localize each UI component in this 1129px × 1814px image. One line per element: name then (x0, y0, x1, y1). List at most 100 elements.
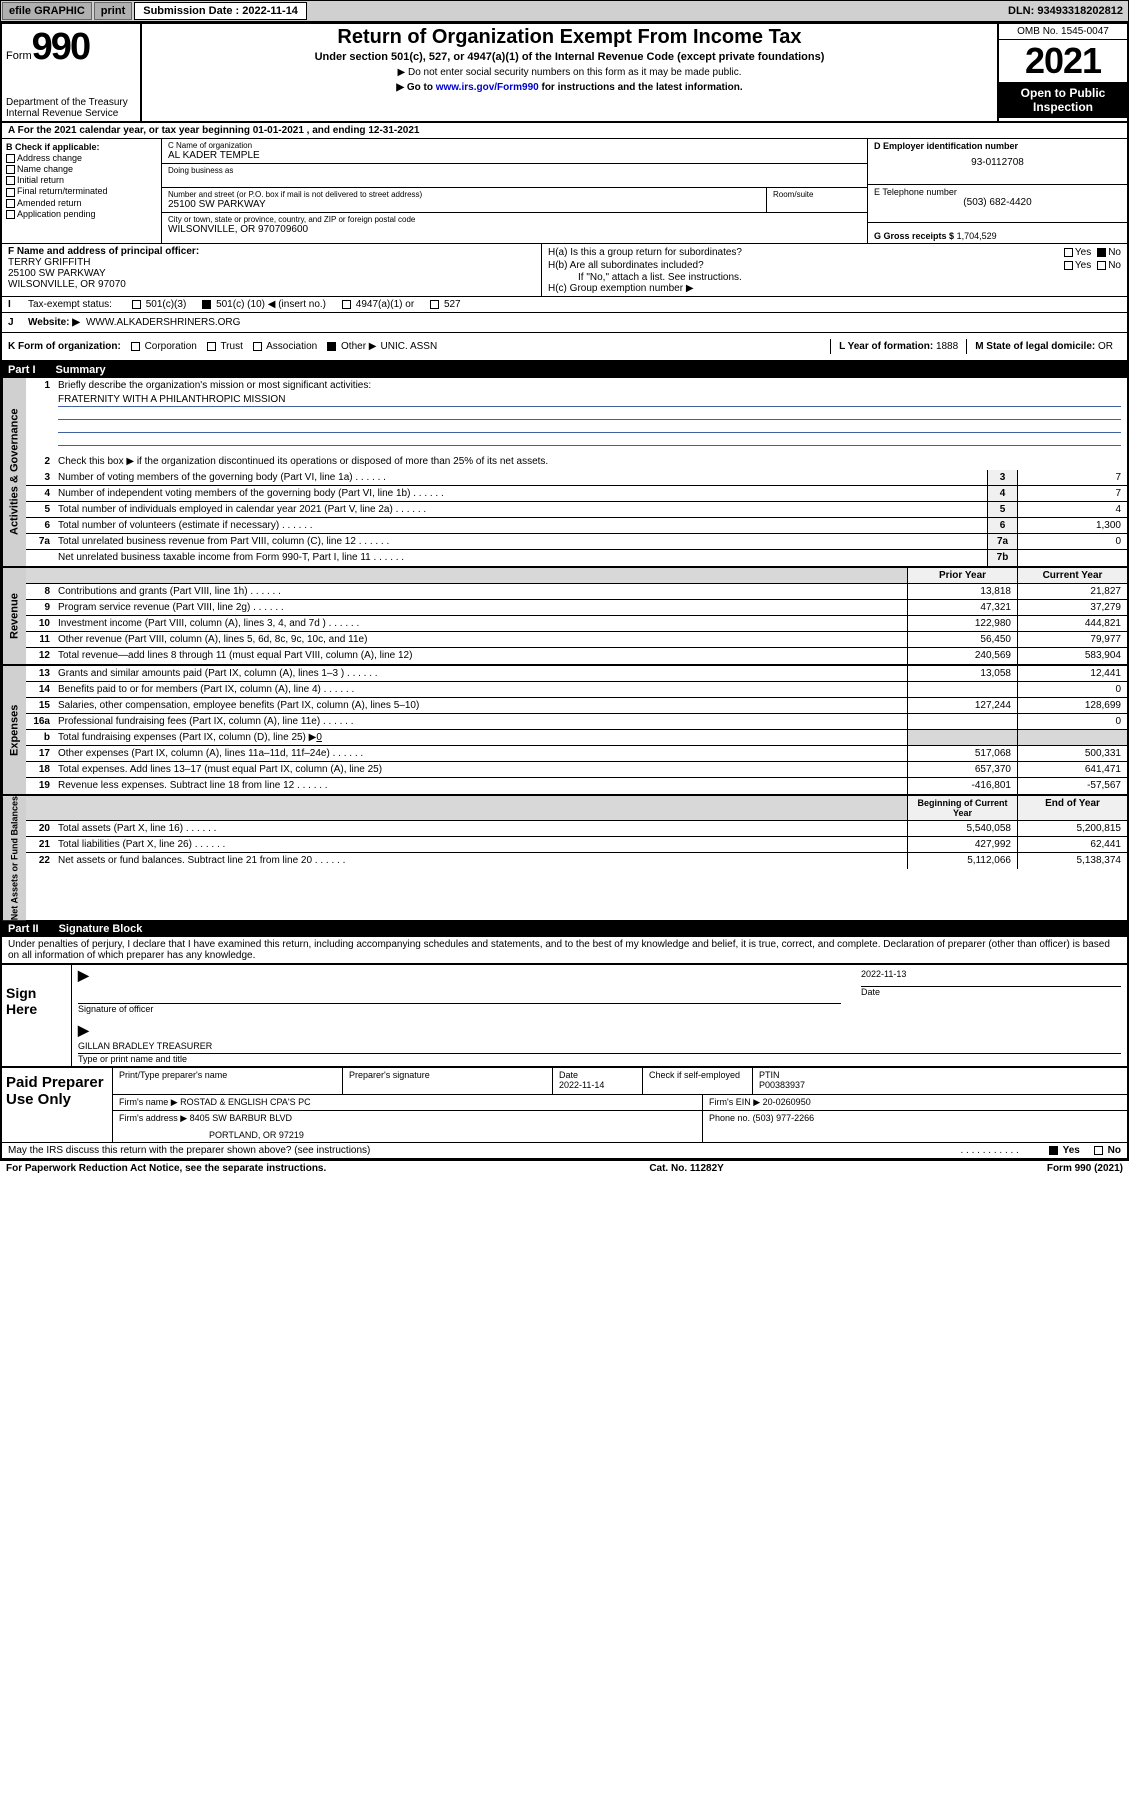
efile-button[interactable]: efile GRAPHIC (2, 2, 92, 20)
chk-501c[interactable]: 501(c) (10) ◀ (insert no.) (202, 299, 326, 310)
org-other: UNIC. ASSN (381, 341, 438, 352)
row-k: K Form of organization: Corporation Trus… (2, 333, 1127, 362)
val6: 1,300 (1017, 518, 1127, 533)
officer-typed-name: GILLAN BRADLEY TREASURER (78, 1039, 1121, 1054)
line7a: Total unrelated business revenue from Pa… (54, 534, 987, 549)
prep-sig-label: Preparer's signature (349, 1070, 546, 1080)
chk-527[interactable]: 527 (430, 299, 460, 310)
section-de: D Employer identification number 93-0112… (867, 139, 1127, 243)
hb-no[interactable]: No (1097, 260, 1121, 271)
line21: Total liabilities (Part X, line 26) (54, 837, 907, 852)
chk-final-return[interactable]: Final return/terminated (6, 186, 157, 196)
line11: Other revenue (Part VIII, column (A), li… (54, 632, 907, 647)
chk-other[interactable]: Other ▶ (327, 341, 376, 352)
city: WILSONVILLE, OR 970709600 (168, 224, 861, 235)
col-begin: Beginning of Current Year (907, 796, 1017, 820)
chk-name-change[interactable]: Name change (6, 164, 157, 174)
val7a: 0 (1017, 534, 1127, 549)
side-netassets: Net Assets or Fund Balances (2, 796, 26, 920)
firm-addr1: 8405 SW BARBUR BLVD (190, 1113, 292, 1123)
org-name: AL KADER TEMPLE (168, 150, 861, 161)
chk-trust[interactable]: Trust (207, 341, 243, 352)
dln: DLN: 93493318202812 (1008, 5, 1127, 17)
p13: 13,058 (907, 666, 1017, 681)
instr-2: ▶ Go to www.irs.gov/Form990 for instruct… (148, 82, 991, 93)
phone: (503) 682-4420 (874, 197, 1121, 208)
ein-label: D Employer identification number (874, 141, 1018, 151)
sig-officer-label: Signature of officer (78, 1004, 841, 1014)
c18: 641,471 (1017, 762, 1127, 777)
phone-label: E Telephone number (874, 187, 1121, 197)
chk-initial-return[interactable]: Initial return (6, 175, 157, 185)
part1-expenses: Expenses 13Grants and similar amounts pa… (2, 666, 1127, 796)
line9: Program service revenue (Part VIII, line… (54, 600, 907, 615)
c15: 128,699 (1017, 698, 1127, 713)
sig-declaration: Under penalties of perjury, I declare th… (2, 937, 1127, 963)
section-c: C Name of organization AL KADER TEMPLE D… (162, 139, 867, 243)
prep-name-label: Print/Type preparer's name (119, 1070, 336, 1080)
officer-addr2: WILSONVILLE, OR 97070 (8, 279, 535, 290)
hb-note: If "No," attach a list. See instructions… (548, 272, 1121, 283)
section-f: F Name and address of principal officer:… (2, 244, 542, 296)
line3: Number of voting members of the governin… (54, 470, 987, 485)
part1-netassets: Net Assets or Fund Balances Beginning of… (2, 796, 1127, 921)
c17: 500,331 (1017, 746, 1127, 761)
c19: -57,567 (1017, 778, 1127, 794)
chk-amended[interactable]: Amended return (6, 198, 157, 208)
line12: Total revenue—add lines 8 through 11 (mu… (54, 648, 907, 664)
form-number: 990 (32, 26, 89, 69)
officer-name: TERRY GRIFFITH (8, 257, 535, 268)
ha-no[interactable]: No (1097, 247, 1121, 258)
irs-yes[interactable]: Yes (1049, 1145, 1080, 1156)
side-revenue: Revenue (2, 568, 26, 664)
irs-no[interactable]: No (1094, 1145, 1121, 1156)
irs-link[interactable]: www.irs.gov/Form990 (436, 82, 539, 93)
part1-header: Part I Summary (2, 362, 1127, 378)
val5: 4 (1017, 502, 1127, 517)
submission-date: Submission Date : 2022-11-14 (134, 2, 307, 20)
row-a-tax-year: A For the 2021 calendar year, or tax yea… (2, 123, 1127, 139)
col-end: End of Year (1017, 796, 1127, 820)
sig-date-label: Date (861, 987, 1121, 997)
p21: 427,992 (907, 837, 1017, 852)
c20: 5,200,815 (1017, 821, 1127, 836)
header-right: OMB No. 1545-0047 2021 Open to Public In… (997, 24, 1127, 121)
form-subtitle: Under section 501(c), 527, or 4947(a)(1)… (148, 51, 991, 63)
p12: 240,569 (907, 648, 1017, 664)
paid-preparer: Paid Preparer Use Only Print/Type prepar… (2, 1066, 1127, 1142)
chk-corp[interactable]: Corporation (131, 341, 197, 352)
prep-date: 2022-11-14 (559, 1080, 636, 1090)
footer-right: Form 990 (2021) (1047, 1163, 1123, 1174)
line1-label: Briefly describe the organization's miss… (54, 378, 1127, 394)
instr-1: ▶ Do not enter social security numbers o… (148, 67, 991, 78)
chk-501c3[interactable]: 501(c)(3) (132, 299, 186, 310)
room-label: Room/suite (773, 190, 861, 199)
hb-yes[interactable]: Yes (1064, 260, 1091, 271)
line15: Salaries, other compensation, employee b… (54, 698, 907, 713)
c12: 583,904 (1017, 648, 1127, 664)
chk-address-change[interactable]: Address change (6, 153, 157, 163)
chk-app-pending[interactable]: Application pending (6, 209, 157, 219)
p17: 517,068 (907, 746, 1017, 761)
sig-date: 2022-11-13 (861, 967, 1121, 987)
line13: Grants and similar amounts paid (Part IX… (54, 666, 907, 681)
state-domicile: M State of legal domicile: OR (966, 339, 1121, 354)
firm-addr2: PORTLAND, OR 97219 (119, 1124, 696, 1140)
officer-addr1: 25100 SW PARKWAY (8, 268, 535, 279)
check-self-employed[interactable]: Check if self-employed (649, 1070, 746, 1080)
org-name-label: C Name of organization (168, 141, 861, 150)
row-j: J Website: ▶ WWW.ALKADERSHRINERS.ORG (2, 313, 1127, 333)
dept-treasury: Department of the Treasury Internal Reve… (6, 97, 136, 119)
line8: Contributions and grants (Part VIII, lin… (54, 584, 907, 599)
print-button[interactable]: print (94, 2, 132, 20)
chk-4947[interactable]: 4947(a)(1) or (342, 299, 414, 310)
p11: 56,450 (907, 632, 1017, 647)
line6: Total number of volunteers (estimate if … (54, 518, 987, 533)
gross-label: G Gross receipts $ (874, 231, 954, 241)
chk-assoc[interactable]: Association (253, 341, 317, 352)
ha-yes[interactable]: Yes (1064, 247, 1091, 258)
firm-addr-label: Firm's address ▶ (119, 1113, 187, 1123)
year-formation: L Year of formation: 1888 (830, 339, 966, 354)
footer: For Paperwork Reduction Act Notice, see … (0, 1160, 1129, 1176)
tax-year: 2021 (999, 40, 1127, 82)
